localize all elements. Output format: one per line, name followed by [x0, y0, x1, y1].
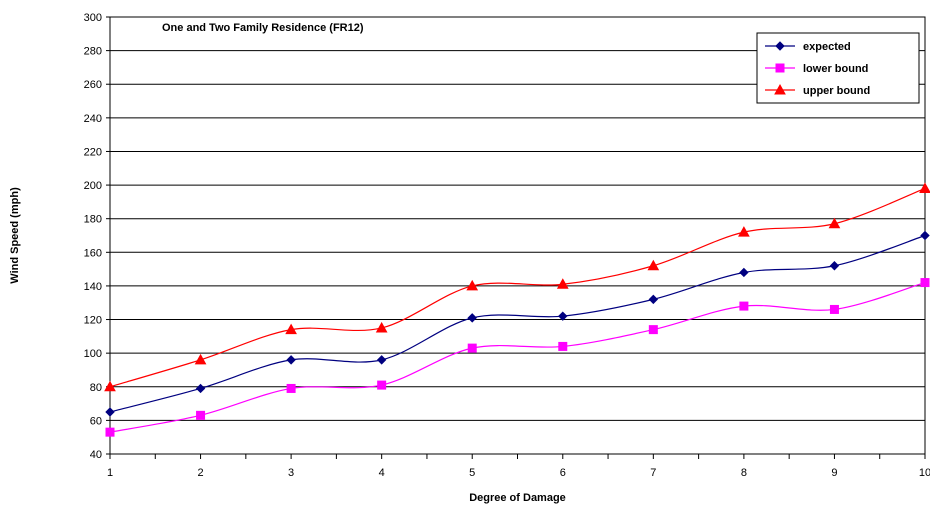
x-tick-label: 10 [919, 467, 930, 479]
data-point-expected [376, 355, 387, 365]
y-axis: 40 60 80 100 120 140 160 180 200 220 240 260 280 300 [84, 12, 110, 461]
legend-swatch-marker [775, 63, 785, 73]
legend: expected lower bound upper bound [756, 32, 920, 104]
data-point-lower-bound [920, 278, 930, 288]
data-point-expected [739, 267, 749, 278]
y-tick-label: 200 [84, 180, 102, 192]
data-point-upper-bound [647, 259, 660, 271]
data-point-lower-bound [558, 341, 568, 351]
data-point-expected [829, 261, 840, 271]
y-tick-label: 280 [84, 46, 102, 58]
y-tick-label: 100 [84, 348, 102, 360]
data-point-upper-bound [285, 323, 297, 335]
y-tick-label: 180 [84, 214, 102, 226]
data-point-lower-bound [196, 410, 206, 420]
data-point-expected [648, 294, 659, 305]
y-tick-label: 80 [90, 382, 102, 394]
data-point-expected [105, 407, 115, 417]
data-point-lower-bound [648, 325, 658, 335]
data-point-lower-bound [829, 304, 839, 314]
x-tick-label: 4 [379, 467, 385, 479]
legend-label: expected [803, 41, 851, 53]
chart-title: One and Two Family Residence (FR12) [162, 22, 364, 34]
x-tick-label: 2 [197, 467, 203, 479]
data-point-expected [195, 383, 206, 394]
data-point-lower-bound [105, 427, 115, 437]
data-point-upper-bound [466, 279, 479, 291]
y-tick-label: 300 [84, 12, 102, 24]
y-tick-label: 220 [84, 146, 102, 158]
data-point-expected [286, 355, 296, 365]
series-upper-bound [104, 182, 930, 392]
data-point-expected [467, 313, 477, 323]
data-point-upper-bound [828, 217, 841, 229]
x-tick-label: 8 [741, 467, 747, 479]
x-tick-label: 7 [650, 467, 656, 479]
x-tick-label: 5 [469, 467, 475, 479]
y-tick-label: 260 [84, 79, 102, 91]
series-expected [105, 230, 930, 417]
y-tick-label: 120 [84, 315, 102, 327]
data-point-upper-bound [556, 278, 569, 289]
y-tick-label: 140 [84, 281, 102, 293]
data-point-upper-bound [375, 321, 388, 333]
data-point-lower-bound [739, 301, 749, 311]
legend-label: lower bound [803, 63, 868, 75]
data-point-lower-bound [467, 343, 477, 353]
x-tick-label: 9 [831, 467, 837, 479]
legend-item-upper-bound: upper bound [765, 83, 870, 97]
legend-item-expected: expected [765, 41, 851, 53]
y-tick-label: 160 [84, 247, 102, 259]
y-tick-label: 240 [84, 113, 102, 125]
data-point-upper-bound [194, 353, 207, 365]
data-point-upper-bound [104, 380, 116, 392]
series-line-lower-bound [109, 281, 926, 433]
legend-item-lower-bound: lower bound [765, 63, 868, 75]
x-tick-label: 6 [560, 467, 566, 479]
data-point-lower-bound [286, 383, 296, 393]
series-line-upper-bound [109, 187, 926, 388]
x-axis-title: Degree of Damage [469, 492, 566, 504]
data-point-lower-bound [377, 380, 387, 390]
x-axis: 1 2 3 4 5 6 7 8 9 10 [107, 454, 930, 479]
y-tick-label: 60 [90, 415, 102, 427]
x-tick-label: 3 [288, 467, 294, 479]
y-axis-title: Wind Speed (mph) [9, 187, 21, 284]
data-point-expected [920, 230, 930, 241]
data-point-expected [558, 311, 568, 321]
x-tick-label: 1 [107, 467, 113, 479]
data-point-upper-bound [919, 182, 930, 193]
series-line-expected [109, 234, 926, 413]
series-lower-bound [105, 278, 930, 437]
legend-label: upper bound [803, 85, 870, 97]
legend-swatch-marker [774, 83, 786, 95]
legend-swatch-marker [775, 41, 785, 51]
data-point-upper-bound [738, 226, 750, 237]
series-group [104, 182, 930, 437]
y-tick-label: 40 [90, 449, 102, 461]
